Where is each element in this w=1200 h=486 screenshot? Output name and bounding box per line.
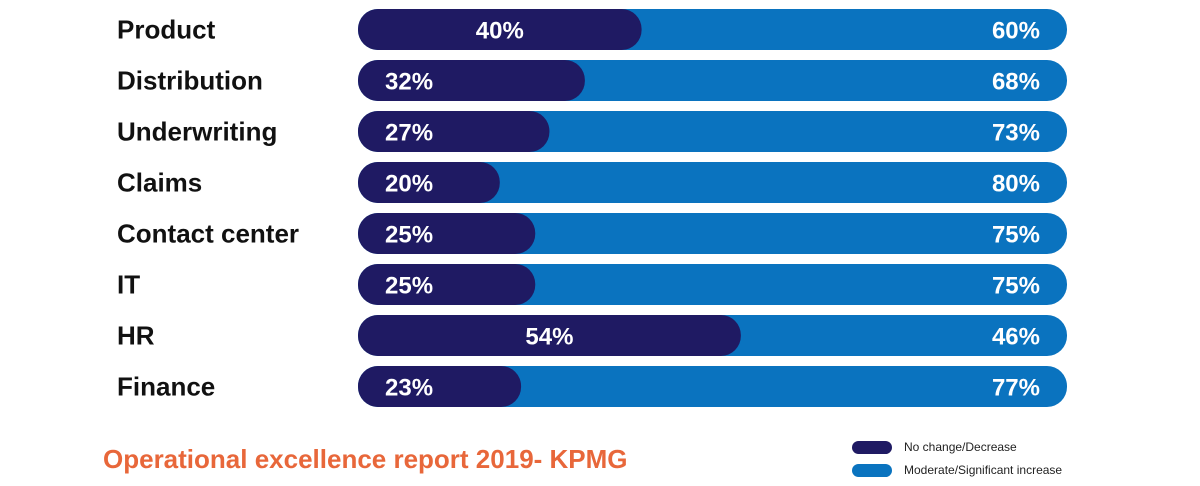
value-label-no-change-product: 40%	[476, 18, 524, 45]
bar-increase-claims	[358, 162, 1067, 203]
bar-no-change-claims	[358, 162, 500, 203]
value-label-increase-it: 75%	[992, 273, 1040, 300]
category-label-contact-center: Contact center	[117, 219, 299, 249]
category-label-product: Product	[117, 15, 216, 45]
value-label-increase-distribution: 68%	[992, 69, 1040, 96]
legend-label-increase: Moderate/Significant increase	[904, 463, 1063, 477]
value-label-no-change-it: 25%	[385, 273, 433, 300]
value-label-no-change-contact-center: 25%	[385, 222, 433, 249]
bar-no-change-it	[358, 264, 536, 305]
value-label-no-change-finance: 23%	[385, 375, 433, 402]
category-label-hr: HR	[117, 321, 155, 351]
value-label-increase-claims: 80%	[992, 171, 1040, 198]
category-label-distribution: Distribution	[117, 66, 263, 96]
value-label-increase-product: 60%	[992, 18, 1040, 45]
bar-no-change-hr	[358, 315, 741, 356]
chart-legend: No change/Decrease Moderate/Significant …	[852, 437, 1062, 483]
bar-no-change-product	[358, 9, 642, 50]
category-label-finance: Finance	[117, 372, 215, 402]
legend-item-no-change: No change/Decrease	[852, 437, 1062, 457]
bar-no-change-underwriting	[358, 111, 550, 152]
bar-increase-it	[358, 264, 1067, 305]
legend-item-increase: Moderate/Significant increase	[852, 460, 1062, 480]
value-label-increase-contact-center: 75%	[992, 222, 1040, 249]
legend-label-no-change: No change/Decrease	[904, 440, 1017, 454]
bar-increase-finance	[358, 366, 1067, 407]
value-label-increase-finance: 77%	[992, 375, 1040, 402]
bar-no-change-contact-center	[358, 213, 536, 254]
value-label-no-change-hr: 54%	[525, 324, 573, 351]
legend-swatch-increase	[852, 463, 892, 477]
category-label-claims: Claims	[117, 168, 202, 198]
bar-no-change-finance	[358, 366, 522, 407]
category-label-it: IT	[117, 270, 140, 300]
category-label-underwriting: Underwriting	[117, 117, 277, 147]
value-label-no-change-underwriting: 27%	[385, 120, 433, 147]
legend-swatch-no-change	[852, 440, 892, 454]
value-label-no-change-claims: 20%	[385, 171, 433, 198]
value-label-increase-hr: 46%	[992, 324, 1040, 351]
value-label-increase-underwriting: 73%	[992, 120, 1040, 147]
chart-source-title: Operational excellence report 2019- KPMG	[103, 444, 628, 474]
value-label-no-change-distribution: 32%	[385, 69, 433, 96]
bar-increase-contact-center	[358, 213, 1067, 254]
bar-no-change-distribution	[358, 60, 585, 101]
